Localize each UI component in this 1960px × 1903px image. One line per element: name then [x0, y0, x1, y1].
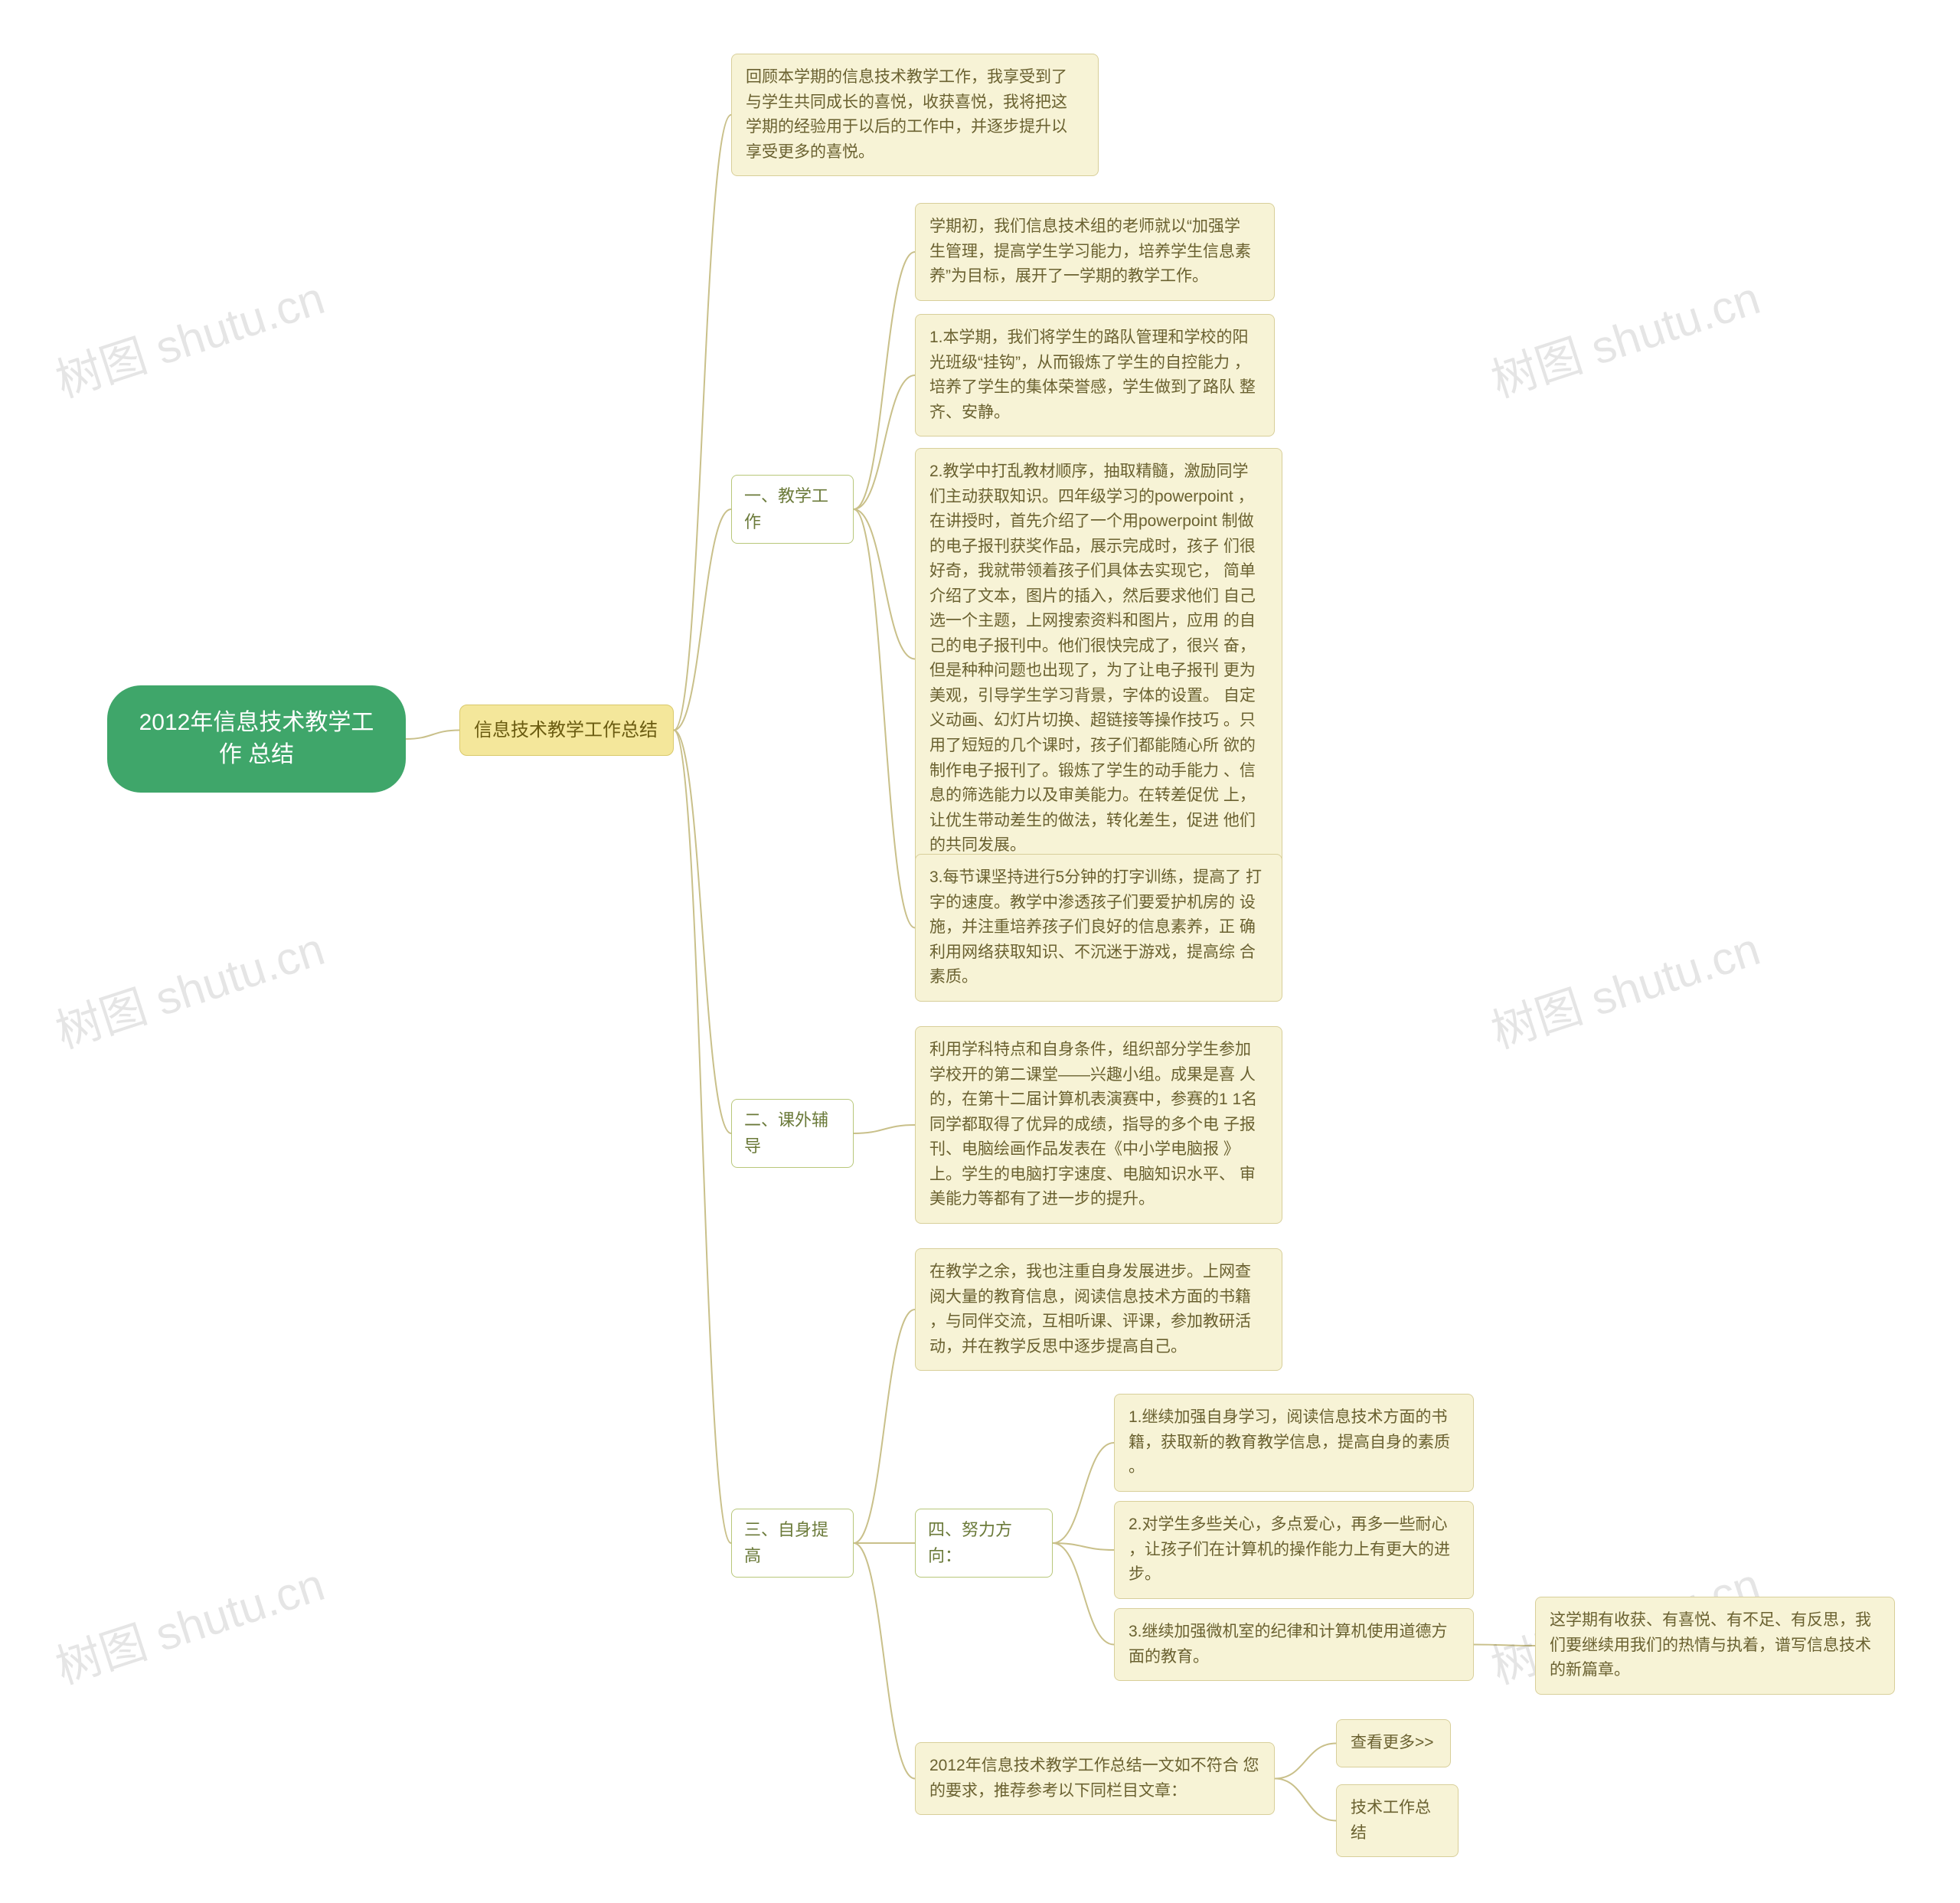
- leaf-node: 2.教学中打乱教材顺序，抽取精髓，激励同学 们主动获取知识。四年级学习的powe…: [915, 448, 1282, 870]
- leaf-text: 查看更多>>: [1351, 1734, 1434, 1751]
- l2-text: 三、自身提高: [744, 1520, 828, 1565]
- leaf-node: 查看更多>>: [1336, 1719, 1451, 1767]
- l2-node: 三、自身提高: [731, 1509, 854, 1578]
- leaf-node: 3.每节课坚持进行5分钟的打字训练，提高了 打字的速度。教学中渗透孩子们要爱护机…: [915, 854, 1282, 1002]
- leaf-node: 2012年信息技术教学工作总结一文如不符合 您的要求，推荐参考以下同栏目文章：: [915, 1742, 1275, 1815]
- watermark: 树图 shutu.cn: [46, 1548, 332, 1697]
- leaf-text: 3.每节课坚持进行5分钟的打字训练，提高了 打字的速度。教学中渗透孩子们要爱护机…: [929, 868, 1262, 986]
- leaf-node: 1.本学期，我们将学生的路队管理和学校的阳 光班级“挂钩”，从而锻炼了学生的自控…: [915, 314, 1275, 437]
- watermark: 树图 shutu.cn: [1481, 261, 1767, 410]
- leaf-node: 1.继续加强自身学习，阅读信息技术方面的书 籍，获取新的教育教学信息，提高自身的…: [1114, 1394, 1474, 1492]
- leaf-text: 2.对学生多些关心，多点爱心，再多一些耐心 ，让孩子们在计算机的操作能力上有更大…: [1129, 1516, 1450, 1583]
- root-text: 2012年信息技术教学工作 总结: [139, 710, 374, 767]
- leaf-node: 在教学之余，我也注重自身发展进步。上网查 阅大量的教育信息，阅读信息技术方面的书…: [915, 1248, 1282, 1371]
- leaf-text: 利用学科特点和自身条件，组织部分学生参加 学校开的第二课堂——兴趣小组。成果是喜…: [929, 1041, 1257, 1208]
- watermark: 树图 shutu.cn: [1481, 912, 1767, 1061]
- leaf-node: 回顾本学期的信息技术教学工作，我享受到了 与学生共同成长的喜悦，收获喜悦，我将把…: [731, 54, 1099, 176]
- leaf-node: 这学期有收获、有喜悦、有不足、有反思，我 们要继续用我们的热情与执着，谱写信息技…: [1535, 1597, 1895, 1695]
- leaf-text: 3.继续加强微机室的纪律和计算机使用道德方 面的教育。: [1129, 1623, 1448, 1666]
- l2-node: 二、课外辅导: [731, 1099, 854, 1168]
- leaf-node: 利用学科特点和自身条件，组织部分学生参加 学校开的第二课堂——兴趣小组。成果是喜…: [915, 1026, 1282, 1224]
- l2-node: 四、努力方向：: [915, 1509, 1053, 1578]
- mindmap-root: 2012年信息技术教学工作 总结: [107, 685, 406, 793]
- leaf-text: 技术工作总结: [1351, 1799, 1431, 1842]
- level1-text: 信息技术教学工作总结: [474, 720, 658, 741]
- level1-node: 信息技术教学工作总结: [459, 705, 674, 756]
- l2-node: 一、教学工作: [731, 475, 854, 544]
- l2-text: 四、努力方向：: [928, 1520, 1012, 1565]
- leaf-node: 技术工作总结: [1336, 1784, 1459, 1857]
- leaf-text: 1.本学期，我们将学生的路队管理和学校的阳 光班级“挂钩”，从而锻炼了学生的自控…: [929, 329, 1256, 421]
- watermark: 树图 shutu.cn: [46, 912, 332, 1061]
- leaf-text: 这学期有收获、有喜悦、有不足、有反思，我 们要继续用我们的热情与执着，谱写信息技…: [1550, 1611, 1871, 1679]
- leaf-text: 在教学之余，我也注重自身发展进步。上网查 阅大量的教育信息，阅读信息技术方面的书…: [929, 1263, 1251, 1355]
- leaf-text: 回顾本学期的信息技术教学工作，我享受到了 与学生共同成长的喜悦，收获喜悦，我将把…: [746, 68, 1067, 161]
- leaf-text: 2.教学中打乱教材顺序，抽取精髓，激励同学 们主动获取知识。四年级学习的powe…: [929, 463, 1256, 854]
- leaf-text: 1.继续加强自身学习，阅读信息技术方面的书 籍，获取新的教育教学信息，提高自身的…: [1129, 1408, 1450, 1476]
- leaf-text: 2012年信息技术教学工作总结一文如不符合 您的要求，推荐参考以下同栏目文章：: [929, 1757, 1259, 1800]
- leaf-node: 2.对学生多些关心，多点爱心，再多一些耐心 ，让孩子们在计算机的操作能力上有更大…: [1114, 1501, 1474, 1599]
- leaf-node: 学期初，我们信息技术组的老师就以“加强学 生管理，提高学生学习能力，培养学生信息…: [915, 203, 1275, 301]
- l2-text: 二、课外辅导: [744, 1110, 828, 1156]
- l2-text: 一、教学工作: [744, 486, 828, 531]
- watermark: 树图 shutu.cn: [46, 261, 332, 410]
- leaf-text: 学期初，我们信息技术组的老师就以“加强学 生管理，提高学生学习能力，培养学生信息…: [929, 217, 1251, 285]
- leaf-node: 3.继续加强微机室的纪律和计算机使用道德方 面的教育。: [1114, 1608, 1474, 1681]
